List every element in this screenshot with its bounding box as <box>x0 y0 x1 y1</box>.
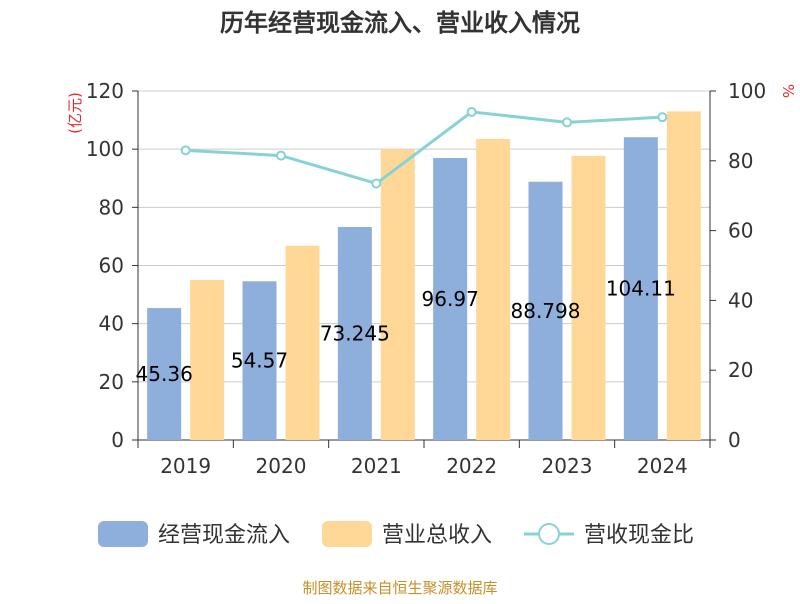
bar-revenue <box>380 149 415 440</box>
bar-cash-inflow <box>147 308 182 440</box>
bar-revenue <box>190 280 225 440</box>
data-label: 104.11 <box>606 277 676 301</box>
bar-cash-inflow <box>528 181 563 440</box>
ratio-point <box>276 150 286 161</box>
x-tick-label: 2022 <box>446 454 497 478</box>
y-axis-left-unit: (亿元) <box>66 92 84 134</box>
y-left-tick-label: 80 <box>99 195 124 219</box>
data-label: 73.245 <box>320 321 390 345</box>
data-label: 88.798 <box>511 299 581 323</box>
bar-revenue <box>571 155 606 440</box>
y-axis-right-unit: % <box>779 84 797 98</box>
y-left-tick-label: 20 <box>99 370 124 394</box>
y-right-tick-label: 40 <box>728 288 753 312</box>
legend-label: 营收现金比 <box>584 523 694 548</box>
ratio-point <box>180 145 191 156</box>
y-right-tick-label: 100 <box>728 79 766 103</box>
ratio-point <box>657 112 668 123</box>
x-tick-label: 2023 <box>542 454 593 478</box>
ratio-point <box>562 117 572 128</box>
ratio-line <box>185 110 663 186</box>
bar-revenue <box>666 111 701 440</box>
y-right-tick-label: 20 <box>728 358 753 382</box>
bar-cash-inflow <box>623 137 658 440</box>
data-label: 54.57 <box>231 349 288 373</box>
bar-revenue <box>285 245 320 440</box>
legend-swatch <box>322 521 372 547</box>
y-right-tick-label: 60 <box>728 219 753 243</box>
y-right-tick-label: 0 <box>728 428 741 452</box>
y-left-tick-label: 120 <box>86 79 124 103</box>
legend-swatch <box>98 521 148 547</box>
y-left-tick-label: 0 <box>111 428 124 452</box>
x-tick-label: 2021 <box>351 454 402 478</box>
chart-title: 历年经营现金流入、营业收入情况 <box>220 9 580 37</box>
legend: 经营现金流入 营业总收入 营收现金比 <box>98 521 694 548</box>
plot-area: 0 20 40 60 80 100 120 0 20 40 60 80 100 2019 2020 2021 2… <box>86 79 766 478</box>
data-label: 96.97 <box>422 287 479 311</box>
source-note: 制图数据来自恒生聚源数据库 <box>302 579 497 597</box>
bar-cash-inflow <box>433 157 468 440</box>
bar-cash-inflow <box>337 226 372 440</box>
x-tick-label: 2019 <box>160 454 211 478</box>
x-tick-label: 2024 <box>637 454 688 478</box>
legend-label: 经营现金流入 <box>158 523 290 548</box>
ratio-point <box>371 178 382 189</box>
y-right-tick-label: 80 <box>728 149 753 173</box>
y-left-tick-label: 40 <box>99 312 124 336</box>
y-left-tick-label: 100 <box>86 137 124 161</box>
legend-label: 营业总收入 <box>382 523 492 548</box>
x-tick-label: 2020 <box>256 454 307 478</box>
legend-marker <box>538 523 560 545</box>
data-label: 45.36 <box>136 362 193 386</box>
bar-cash-inflow <box>242 281 277 440</box>
ratio-point <box>466 106 477 117</box>
bar-revenue <box>476 138 511 441</box>
y-left-tick-label: 60 <box>99 254 124 278</box>
